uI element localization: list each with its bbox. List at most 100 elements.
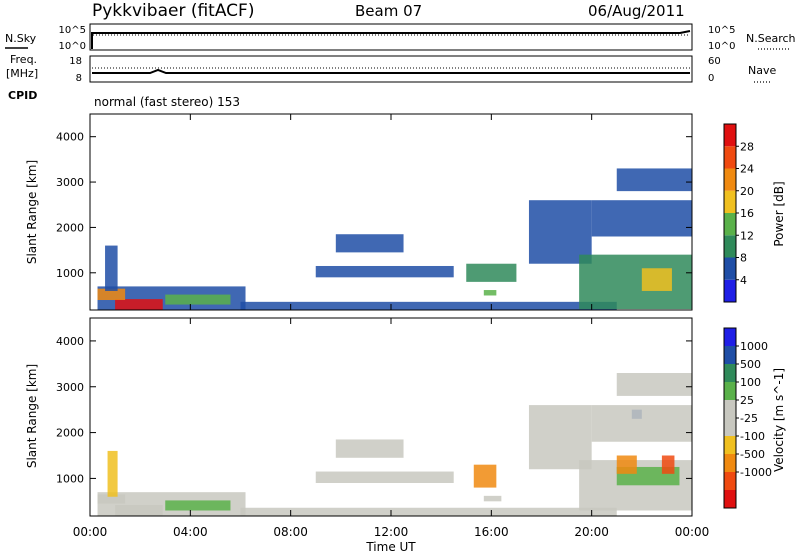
cpid-label: CPID <box>8 89 37 102</box>
freq-left-label-2: [MHz] <box>6 67 38 80</box>
freq-right-tick-bottom: 0 <box>708 73 714 84</box>
beam-title: Beam 07 <box>355 2 422 20</box>
power-colorbar-swatch <box>724 235 736 258</box>
xtick-label: 08:00 <box>273 525 308 539</box>
velocity-ytick-label: 4000 <box>56 335 84 348</box>
velocity-region-10 <box>528 405 592 470</box>
power-colorbar-label: Power [dB] <box>772 181 786 246</box>
power-cbar-tick-label: 24 <box>740 163 754 176</box>
noise-right-tick-bottom: 10^0 <box>708 41 735 52</box>
power-colorbar-swatch <box>724 124 736 147</box>
velocity-region-13 <box>616 455 637 474</box>
noise-right-tick-top: 10^5 <box>708 25 735 36</box>
velocity-colorbar-swatch <box>724 364 736 382</box>
xtick-label: 20:00 <box>574 525 609 539</box>
power-region-11 <box>579 254 692 310</box>
power-colorbar-swatch <box>724 190 736 213</box>
power-region-8 <box>466 263 517 282</box>
freq-right-tick-top: 60 <box>708 56 721 67</box>
velocity-cbar-tick-label: 1000 <box>740 340 768 353</box>
velocity-colorbar-swatch <box>724 490 736 508</box>
velocity-cbar-tick-label: -500 <box>740 448 765 461</box>
power-heatmap <box>97 168 692 310</box>
noise-sky-trace <box>91 30 691 49</box>
power-region-9 <box>483 290 497 296</box>
velocity-region-6 <box>335 439 404 458</box>
velocity-region-9 <box>483 495 502 502</box>
power-ytick-label: 3000 <box>56 176 84 189</box>
power-region-1 <box>115 299 163 310</box>
power-region-3 <box>165 294 231 305</box>
xtick-label: 12:00 <box>374 525 409 539</box>
power-ytick-label: 2000 <box>56 221 84 234</box>
power-colorbar-swatch <box>724 257 736 280</box>
noise-left-tick-bottom: 10^0 <box>59 41 86 52</box>
velocity-colorbar-label: Velocity [m s^-1] <box>772 368 786 472</box>
power-ytick-label: 1000 <box>56 267 84 280</box>
power-region-2 <box>97 288 126 301</box>
power-colorbar-swatch <box>724 168 736 191</box>
xtick-label: 04:00 <box>173 525 208 539</box>
power-region-13 <box>616 168 692 192</box>
velocity-region-17 <box>591 405 692 442</box>
velocity-region-14 <box>661 455 675 474</box>
power-region-14 <box>591 200 692 237</box>
velocity-heatmap <box>97 373 692 516</box>
power-region-5 <box>240 301 617 310</box>
power-region-7 <box>315 265 454 278</box>
freq-trace <box>92 68 690 74</box>
noise-left-label: N.Sky <box>5 32 37 45</box>
time-x-ticks: 00:00 04:00 08:00 12:00 16:00 20:00 00:00 <box>73 114 710 539</box>
velocity-cbar-tick-label: 100 <box>740 376 761 389</box>
velocity-colorbar-swatch <box>724 346 736 364</box>
velocity-cbar-tick-label: -100 <box>740 430 765 443</box>
date-title: 06/Aug/2011 <box>588 2 685 20</box>
noise-right-label: N.Search <box>746 32 796 45</box>
power-cbar-tick-label: 4 <box>740 274 747 287</box>
velocity-ytick-label: 2000 <box>56 427 84 440</box>
power-colorbar-swatch <box>724 213 736 236</box>
velocity-cbar-tick-label: 25 <box>740 394 754 407</box>
power-cbar-tick-label: 8 <box>740 252 747 265</box>
velocity-region-4 <box>107 450 118 497</box>
power-ylabel: Slant Range [km] <box>25 160 39 264</box>
freq-left-label-1: Freq. <box>10 53 37 66</box>
velocity-region-2 <box>97 494 126 504</box>
velocity-region-5 <box>240 507 617 516</box>
noise-left-tick-top: 10^5 <box>59 25 86 36</box>
velocity-colorbar-swatch <box>724 472 736 490</box>
power-y-ticks: 1000 2000 3000 4000 <box>56 131 692 280</box>
velocity-colorbar-swatch <box>724 400 736 418</box>
velocity-region-1 <box>115 505 163 516</box>
xtick-label: 00:00 <box>73 525 108 539</box>
velocity-cbar-tick-label: -1000 <box>740 466 772 479</box>
power-cbar-tick-label: 28 <box>740 140 754 153</box>
station-title: Pykkvibaer (fitACF) <box>92 1 254 21</box>
power-cbar-tick-label: 12 <box>740 229 754 242</box>
velocity-region-3 <box>165 500 231 511</box>
power-ytick-label: 4000 <box>56 131 84 144</box>
freq-left-tick-bottom: 8 <box>76 73 82 84</box>
velocity-colorbar-swatch <box>724 418 736 436</box>
velocity-colorbar-swatch <box>724 328 736 346</box>
velocity-cbar-tick-label: -25 <box>740 412 758 425</box>
velocity-region-8 <box>473 464 497 488</box>
cpid-mode: normal (fast stereo) 153 <box>94 95 240 109</box>
time-xlabel: Time UT <box>365 540 416 554</box>
freq-right-label: Nave <box>748 64 776 77</box>
power-region-10 <box>528 200 592 264</box>
velocity-ylabel: Slant Range [km] <box>25 364 39 468</box>
xtick-label: 00:00 <box>675 525 710 539</box>
power-cbar-tick-label: 20 <box>740 185 754 198</box>
power-region-12 <box>641 268 672 291</box>
velocity-region-7 <box>315 471 454 483</box>
velocity-colorbar: 1000 500 100 25 -25 -100 -500 -1000 <box>723 327 772 509</box>
power-colorbar: 4 8 12 16 20 24 28 <box>723 123 754 303</box>
power-region-6 <box>335 234 404 253</box>
power-colorbar-swatch <box>724 146 736 169</box>
velocity-ytick-label: 3000 <box>56 381 84 394</box>
noise-panel <box>89 23 693 51</box>
velocity-cbar-tick-label: 500 <box>740 358 761 371</box>
freq-left-tick-top: 18 <box>69 56 82 67</box>
